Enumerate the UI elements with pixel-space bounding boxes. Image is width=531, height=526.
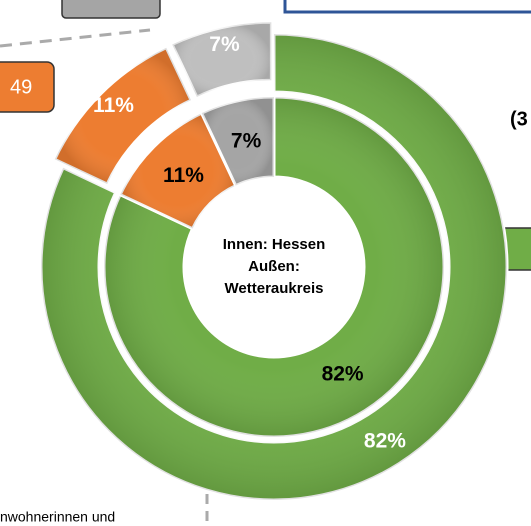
value-label: 7% <box>231 130 262 153</box>
callout-box <box>61 0 161 19</box>
center-label: Innen: Hessen Außen: Wetteraukreis <box>223 236 326 297</box>
value-label: 82% <box>322 363 364 386</box>
center-label-line: Innen: Hessen <box>223 236 326 253</box>
callout-text: nwohnerinnen und <box>0 509 115 525</box>
segment-shade <box>104 97 445 438</box>
callout-text: (3 <box>510 108 528 130</box>
value-label: 11% <box>163 164 204 187</box>
leader-line <box>0 28 151 48</box>
segment-shade <box>54 47 192 185</box>
segment-shade <box>120 113 236 229</box>
value-label: 11% <box>93 94 134 117</box>
callout-box <box>283 0 531 14</box>
value-label: 82% <box>364 429 406 452</box>
center-label-line: Wetteraukreis <box>225 280 324 297</box>
donut-hole <box>187 180 361 354</box>
center-label-line: Außen: <box>248 258 300 275</box>
callout-text: 49 <box>10 76 32 98</box>
value-label: 7% <box>209 33 240 56</box>
segment-shade <box>201 97 274 186</box>
callout-box <box>0 61 55 113</box>
segment-shade <box>172 22 272 97</box>
